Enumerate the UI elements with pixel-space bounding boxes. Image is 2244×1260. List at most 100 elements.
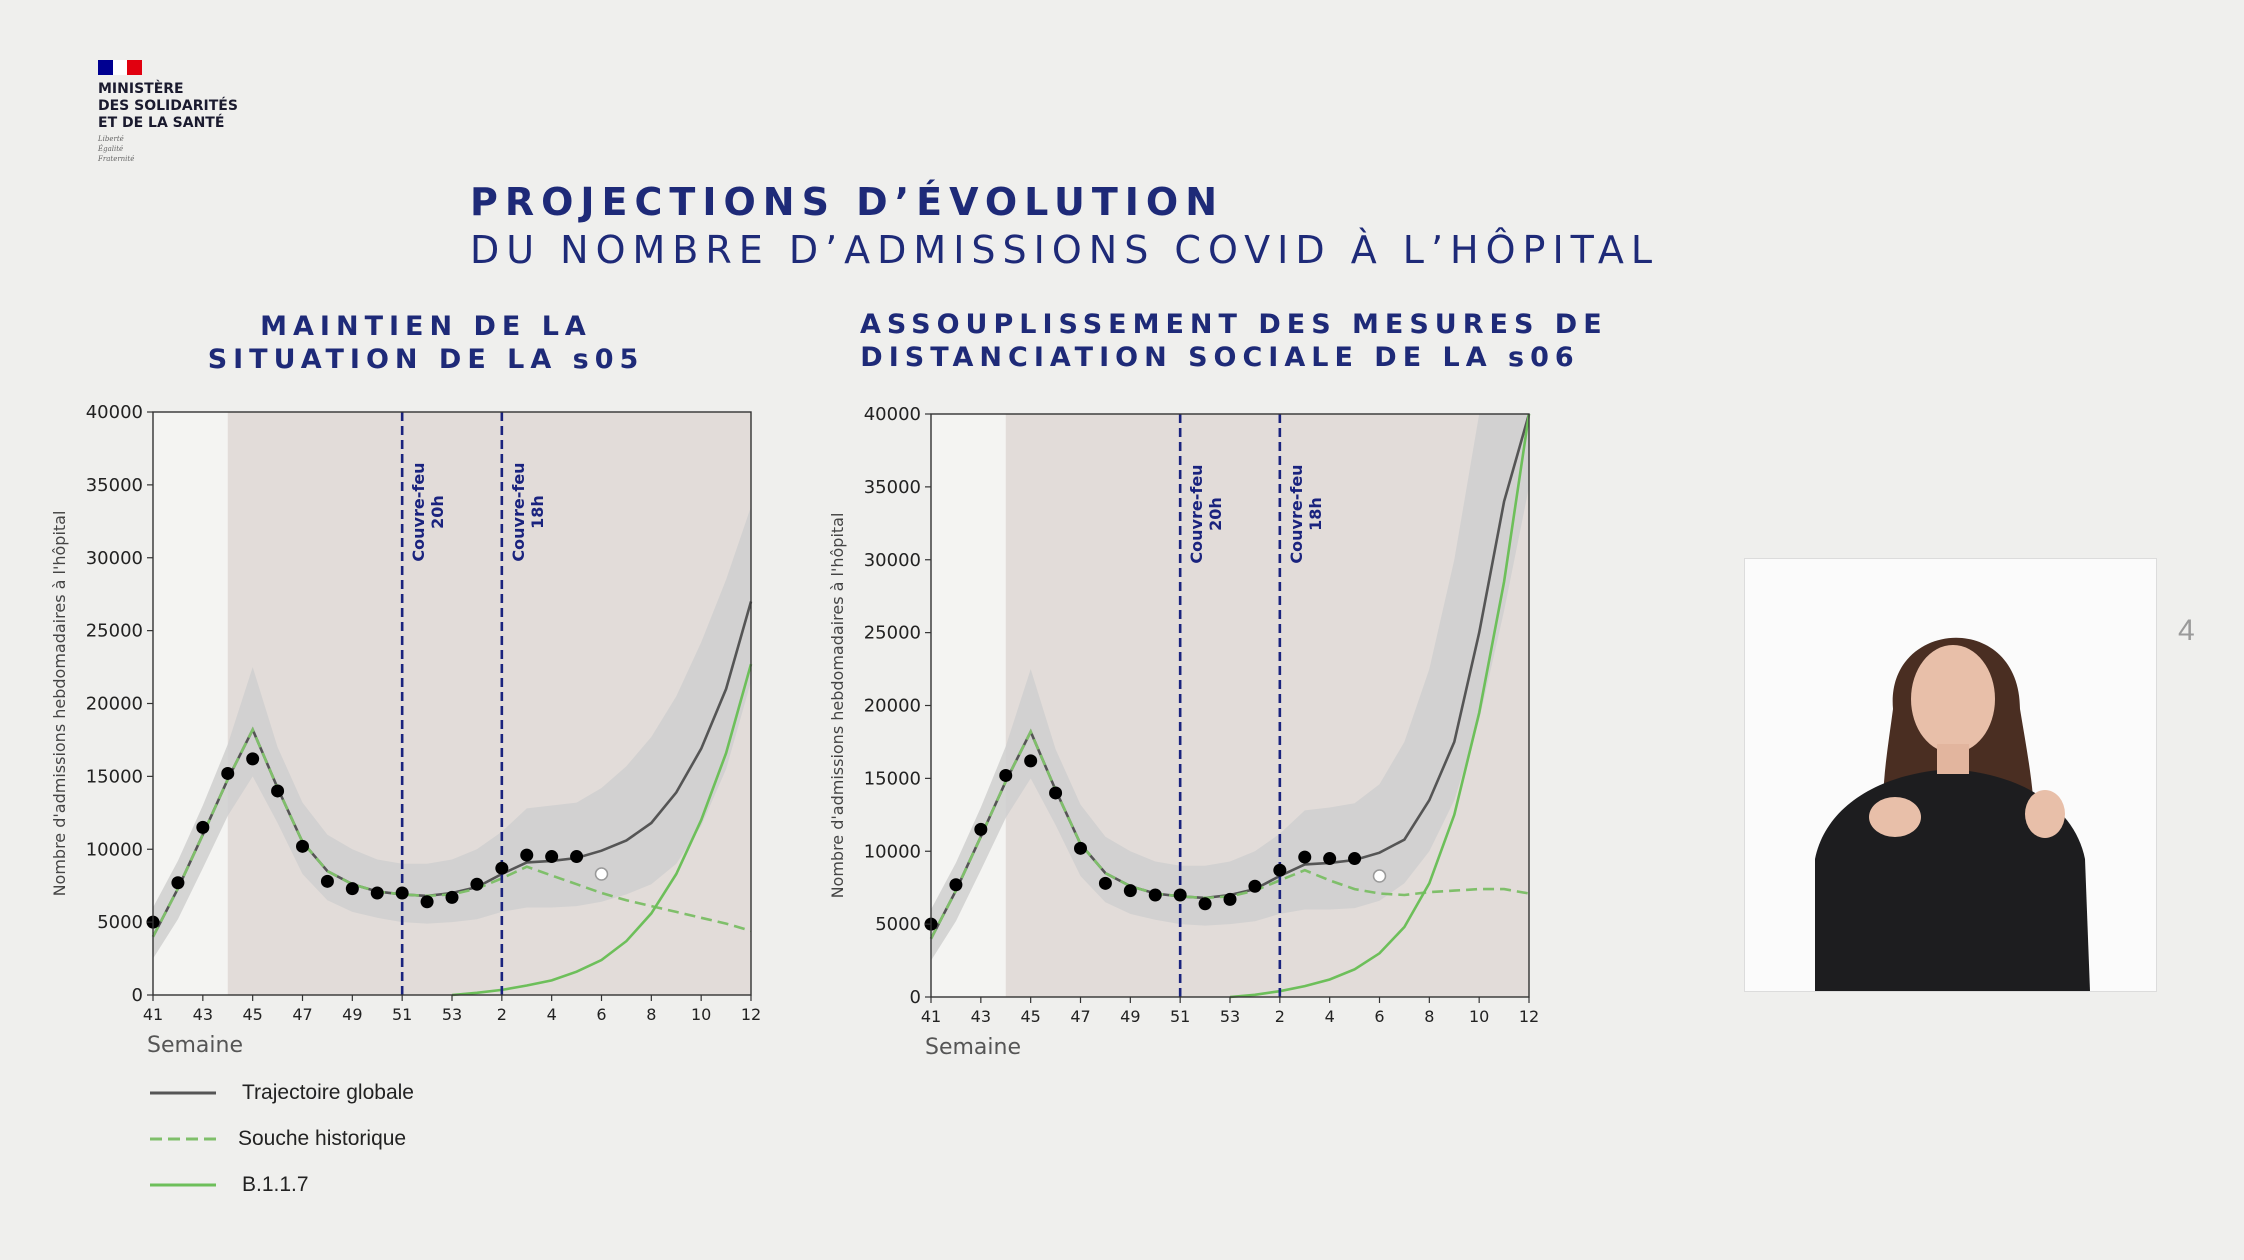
chart2-xtick-label: 49 bbox=[1120, 1007, 1140, 1026]
chart1-xtick-label: 8 bbox=[646, 1005, 656, 1024]
chart1-observed-point bbox=[495, 861, 509, 875]
chart1-observed-point bbox=[570, 850, 584, 864]
chart2-observed-point bbox=[1024, 754, 1038, 768]
chart1-vline-label-0-line-2: 20h bbox=[428, 495, 447, 529]
chart2-observed-point bbox=[974, 822, 988, 836]
logo-line-3: ET DE LA SANTÉ bbox=[98, 115, 225, 131]
chart1-observed-point bbox=[171, 876, 185, 890]
chart2-vline-label-0-line-2: 20h bbox=[1206, 497, 1225, 531]
chart1-observed-point bbox=[320, 874, 334, 888]
chart2-xtick-label: 47 bbox=[1070, 1007, 1090, 1026]
chart2-xtick-label: 53 bbox=[1220, 1007, 1240, 1026]
chart2-confidence-band bbox=[931, 414, 1529, 961]
chart1-xtick-label: 41 bbox=[143, 1005, 163, 1024]
logo-motto-3: Fraternité bbox=[98, 155, 135, 163]
chart2-ytick-label: 10000 bbox=[864, 841, 921, 862]
chart1-xtick-label: 47 bbox=[292, 1005, 312, 1024]
legend-item-b117: B.1.1.7 bbox=[150, 1162, 414, 1208]
chart2-ytick-label: 35000 bbox=[864, 477, 921, 498]
chart2-observed-point bbox=[1173, 888, 1187, 902]
chart2-observed-point bbox=[1298, 850, 1312, 864]
chart2-subtitle-line-1: ASSOUPLISSEMENT DES MESURES DE bbox=[860, 309, 1608, 340]
chart1-xtick-label: 10 bbox=[691, 1005, 711, 1024]
chart1-ytick-label: 20000 bbox=[86, 694, 143, 715]
chart1-ytick-label: 25000 bbox=[86, 621, 143, 642]
chart1-xtick-label: 45 bbox=[242, 1005, 262, 1024]
chart2-vline-label-1: Couvre-feu 18h bbox=[1287, 464, 1325, 563]
chart2-vline-label-0: Couvre-feu 20h bbox=[1187, 464, 1225, 563]
chart1-xtick-label: 4 bbox=[547, 1005, 557, 1024]
chart1-ylabel: Nombre d'admissions hebdomadaires à l'hô… bbox=[50, 511, 69, 897]
chart2-projected-point bbox=[1372, 869, 1387, 883]
chart1-ytick-label: 35000 bbox=[86, 475, 143, 496]
chart1-observed-point bbox=[296, 839, 309, 853]
chart-maintien: Couvre-feu 20h Couvre-feu 18h 0 5000 10000 1500… bbox=[50, 402, 761, 1058]
chart2-observed-point bbox=[999, 768, 1013, 782]
chart1-observed-point bbox=[520, 848, 534, 862]
chart2-subtitle: ASSOUPLISSEMENT DES MESURES DE DISTANCIA… bbox=[860, 308, 1608, 374]
flag-red bbox=[127, 60, 143, 75]
slide-number: 4 bbox=[2178, 614, 2195, 647]
chart1-ytick-label: 15000 bbox=[86, 766, 143, 787]
chart2-xtick-label: 10 bbox=[1469, 1007, 1489, 1026]
chart1-ytick-label: 5000 bbox=[97, 912, 143, 933]
chart1-observed-point bbox=[271, 784, 285, 798]
chart1-ytick-label: 0 bbox=[132, 985, 143, 1006]
chart1-xtick-label: 51 bbox=[392, 1005, 412, 1024]
chart1-xtick-label: 2 bbox=[497, 1005, 507, 1024]
chart1-subtitle: MAINTIEN DE LA SITUATION DE LA s05 bbox=[206, 310, 646, 376]
chart2-ytick-label: 5000 bbox=[875, 914, 921, 935]
chart1-ytick-label: 40000 bbox=[86, 402, 143, 423]
chart2-observed-point bbox=[1273, 863, 1287, 877]
chart2-vline-label-1-line-1: Couvre-feu bbox=[1287, 464, 1306, 563]
chart2-xtick-label: 51 bbox=[1170, 1007, 1190, 1026]
chart2-observed-point bbox=[1248, 879, 1262, 893]
chart1-vline-label-1-line-2: 18h bbox=[528, 495, 547, 529]
legend-swatch-historique bbox=[150, 1137, 216, 1141]
chart2-xtick-label: 41 bbox=[921, 1007, 941, 1026]
chart2-ytick-label: 30000 bbox=[864, 550, 921, 571]
chart2-xtick-label: 2 bbox=[1275, 1007, 1285, 1026]
page-title: PROJECTIONS D’ÉVOLUTION bbox=[470, 180, 1225, 224]
interpreter-figure bbox=[1815, 637, 2090, 991]
chart2-observed-point bbox=[1074, 841, 1087, 855]
chart1-xtick-label: 43 bbox=[193, 1005, 213, 1024]
chart1-ytick-label: 30000 bbox=[86, 548, 143, 569]
chart2-xtick-label: 6 bbox=[1374, 1007, 1384, 1026]
chart1-observed-point bbox=[470, 877, 484, 891]
chart1-xtick-label: 49 bbox=[342, 1005, 362, 1024]
chart1-observed-point bbox=[545, 850, 559, 864]
flag-blue bbox=[98, 60, 113, 75]
chart1-ytick-label: 10000 bbox=[86, 839, 143, 860]
chart2-observed-point bbox=[1198, 897, 1212, 911]
chart-assouplissement: Couvre-feu 20h Couvre-feu 18h05000100001500… bbox=[828, 404, 1539, 1060]
logo-line-1: MINISTÈRE bbox=[98, 81, 184, 97]
chart1-observed-point bbox=[445, 890, 459, 904]
chart2-observed-point bbox=[1348, 852, 1362, 866]
chart1-vline-label-0-line-1: Couvre-feu bbox=[409, 462, 428, 561]
chart2-xtick-label: 12 bbox=[1519, 1007, 1539, 1026]
chart2-observed-point bbox=[949, 878, 963, 892]
chart1-observed-point bbox=[345, 882, 359, 896]
chart1-vline-label-1: Couvre-feu 18h bbox=[509, 462, 547, 561]
chart1-xtick-label: 6 bbox=[596, 1005, 606, 1024]
chart1-observed-point bbox=[370, 886, 384, 900]
chart2-observed-point bbox=[1148, 888, 1162, 902]
chart2-subtitle-line-2: DISTANCIATION SOCIALE DE LA s06 bbox=[860, 342, 1580, 373]
chart1-projected-point bbox=[594, 867, 609, 881]
legend: Trajectoire globale Souche historique B.… bbox=[150, 1070, 414, 1208]
chart2-xtick-label: 45 bbox=[1020, 1007, 1040, 1026]
legend-label-global: Trajectoire globale bbox=[242, 1081, 414, 1104]
chart1-observed-point bbox=[395, 886, 409, 900]
chart2-observed-point bbox=[1098, 876, 1112, 890]
chart2-ytick-label: 20000 bbox=[864, 696, 921, 717]
chart1-xlabel: Semaine bbox=[147, 1033, 243, 1058]
chart2-vline-label-1-line-2: 18h bbox=[1306, 497, 1325, 531]
legend-swatch-b117 bbox=[150, 1183, 216, 1187]
chart1-observed-point bbox=[420, 895, 434, 909]
logo-motto-1: Liberté bbox=[98, 135, 124, 143]
legend-item-historique: Souche historique bbox=[150, 1116, 414, 1162]
chart2-observed-point bbox=[1049, 786, 1063, 800]
chart2-xtick-label: 43 bbox=[971, 1007, 991, 1026]
chart1-xtick-label: 53 bbox=[442, 1005, 462, 1024]
